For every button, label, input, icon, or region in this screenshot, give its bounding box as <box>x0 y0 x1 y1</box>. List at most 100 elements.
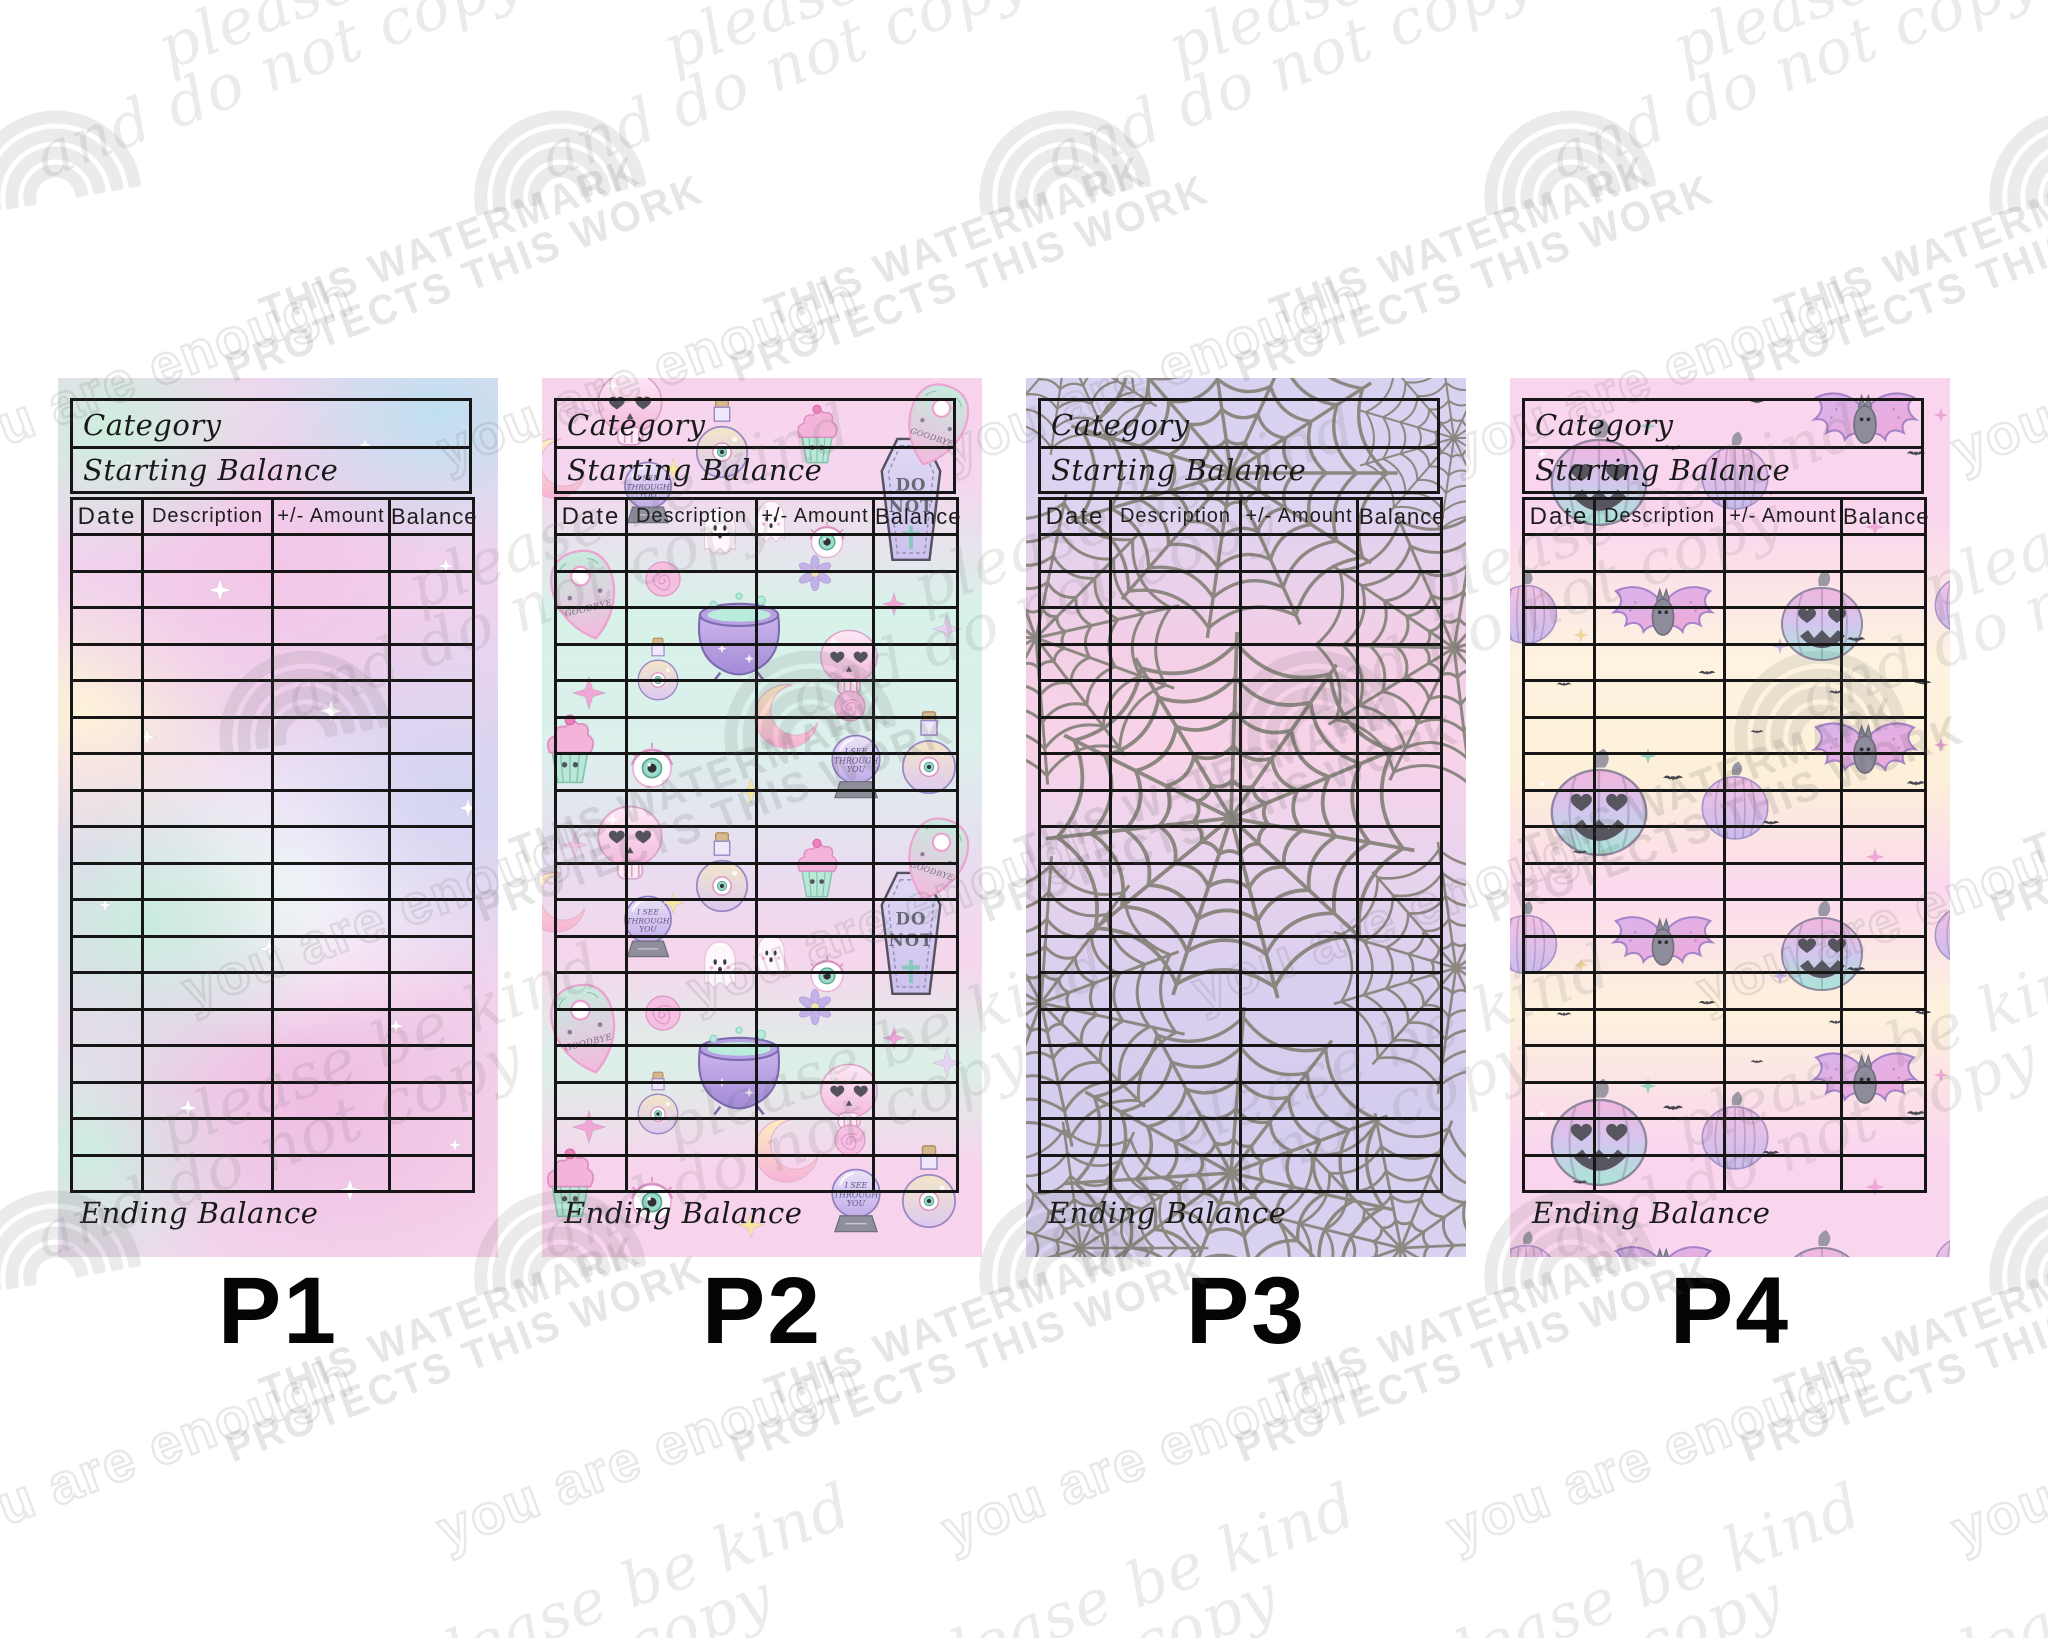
watermark-script-text: and do not copy <box>2044 0 2048 194</box>
ledger-row <box>1522 569 1927 609</box>
ledger-cell <box>388 788 475 828</box>
ledger-cell <box>625 1007 758 1047</box>
watermark-script-text: please be kind <box>1912 1468 2048 1638</box>
ledger-cell <box>1356 1007 1443 1047</box>
meta-box: Category Starting Balance <box>70 398 472 494</box>
jack-icon <box>1772 1226 1872 1257</box>
ledger-cell <box>141 606 274 646</box>
ledger-cell <box>1239 715 1359 755</box>
ledger-cell <box>1239 934 1359 974</box>
ledger-cell <box>1840 1007 1927 1047</box>
watermark-script-text: please be kind <box>1157 0 1621 85</box>
ledger-cell <box>625 679 758 719</box>
ledger-cell <box>755 788 875 828</box>
ledger-cell <box>141 569 274 609</box>
column-header-amount: +/- Amount <box>755 497 875 536</box>
ledger-cell <box>1109 788 1242 828</box>
ledger-cell <box>872 898 959 938</box>
ledger-cell <box>755 679 875 719</box>
ledger-row <box>70 606 475 646</box>
ledger-cell <box>1593 606 1726 646</box>
ledger-cell <box>1593 752 1726 792</box>
ledger-row <box>70 971 475 1011</box>
ledger-cell <box>1522 679 1596 719</box>
watermark-script-text: and do not copy <box>779 1560 1288 1638</box>
ledger-cell <box>1239 825 1359 865</box>
ledger-row <box>554 533 959 573</box>
ledger-row <box>1522 752 1927 792</box>
category-label: Category <box>1051 408 1190 442</box>
category-label: Category <box>1535 408 1674 442</box>
ledger-cell <box>1723 861 1843 901</box>
ledger-cell <box>1239 606 1359 646</box>
budget-page-p1: Category Starting Balance Date Descripti… <box>58 378 498 1257</box>
column-header-date: Date <box>70 497 144 536</box>
watermark-script-text: and do not copy <box>1789 1560 2048 1638</box>
ledger-cell <box>70 606 144 646</box>
ledger-row <box>70 1007 475 1047</box>
ledger-cell <box>755 752 875 792</box>
ledger-cell <box>1522 752 1596 792</box>
ledger-cell <box>1840 861 1927 901</box>
budget-page-p2: DO NOT GOODBYE I SEE THROUGH YOU GOODBYE I SEE T… <box>542 378 982 1257</box>
ledger-cell <box>141 825 274 865</box>
ledger-cell <box>1593 825 1726 865</box>
ledger-cell <box>1356 1044 1443 1084</box>
ledger-cell <box>1038 898 1112 938</box>
ledger-cell <box>1593 1117 1726 1157</box>
ledger-cell <box>625 971 758 1011</box>
ledger-cell <box>388 533 475 573</box>
ledger-row <box>554 642 959 682</box>
ledger-row <box>1038 1153 1443 1193</box>
ledger-cell <box>1522 898 1596 938</box>
ledger-cell <box>1038 1044 1112 1084</box>
ledger-cell <box>271 1153 391 1193</box>
ledger-row <box>1038 752 1443 792</box>
ledger-row <box>70 1044 475 1084</box>
column-header-balance: Balance <box>1356 497 1445 536</box>
ledger-cell <box>271 533 391 573</box>
budget-page-p3: Category Starting Balance Date Descripti… <box>1026 378 1466 1257</box>
ledger-cell <box>1840 679 1927 719</box>
ledger-row <box>1038 1007 1443 1047</box>
ledger-cell <box>1038 642 1112 682</box>
ledger-cell <box>554 1117 628 1157</box>
ledger-cell <box>1840 1044 1927 1084</box>
category-label: Category <box>567 408 706 442</box>
ledger-cell <box>1593 679 1726 719</box>
ledger-cell <box>1038 971 1112 1011</box>
ledger-cell <box>1840 569 1927 609</box>
ledger-cell <box>554 1044 628 1084</box>
ledger-cell <box>1840 1080 1927 1120</box>
ledger-row <box>70 861 475 901</box>
budget-page-p4: Category Starting Balance Date Descripti… <box>1510 378 1950 1257</box>
ledger-cell <box>1239 788 1359 828</box>
column-header-balance: Balance <box>388 497 477 536</box>
ledger-cell <box>1356 861 1443 901</box>
ledger-cell <box>388 825 475 865</box>
ledger-cell <box>872 861 959 901</box>
ledger-cell <box>1593 1153 1726 1193</box>
ledger-cell <box>755 1044 875 1084</box>
ledger-row <box>1038 898 1443 938</box>
ledger-header-row: Date Description +/- Amount Balance <box>70 497 477 536</box>
column-header-description: Description <box>625 497 758 536</box>
ledger-cell <box>755 569 875 609</box>
ledger-cell <box>141 971 274 1011</box>
ledger-cell <box>1723 715 1843 755</box>
ledger-cell <box>1723 1117 1843 1157</box>
ledger-cell <box>141 533 274 573</box>
ledger-table: Date Description +/- Amount Balance <box>1522 497 1929 1193</box>
ledger-cell <box>271 642 391 682</box>
ledger-cell <box>1109 861 1242 901</box>
ledger-cell <box>554 752 628 792</box>
ledger-cell <box>872 934 959 974</box>
ledger-cell <box>1109 679 1242 719</box>
ledger-cell <box>1593 715 1726 755</box>
ledger-cell <box>388 861 475 901</box>
ledger-cell <box>1239 642 1359 682</box>
ledger-cell <box>755 715 875 755</box>
ledger-cell <box>1239 898 1359 938</box>
